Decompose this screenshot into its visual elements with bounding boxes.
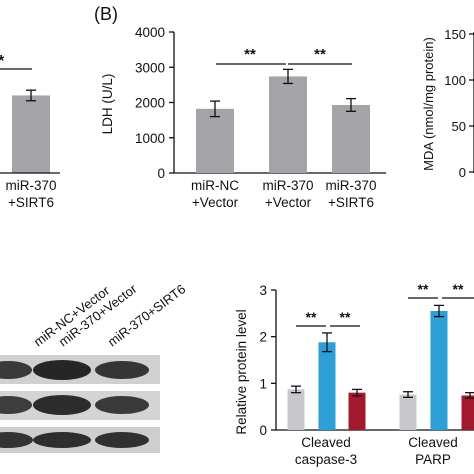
panel-b-label: (B) — [94, 4, 118, 24]
ldh-xlabel: +Vector — [265, 195, 312, 210]
panel-d-group-label: PARP — [415, 452, 451, 467]
blot-band — [0, 361, 32, 379]
panel-d-sig-mark-2: ** — [340, 309, 351, 325]
ldh-bar — [332, 104, 370, 173]
left-xlabel-line2: +SIRT6 — [8, 195, 54, 210]
left-bar — [12, 95, 50, 173]
ldh-xlabel: +Vector — [192, 195, 239, 210]
left-xlabel-line1: miR-370 — [5, 178, 56, 193]
panel-d-tick-label: 2 — [259, 330, 267, 345]
ldh-xlabel: +SIRT6 — [328, 195, 374, 210]
ldh-bar — [269, 76, 307, 173]
panel-d-bar — [348, 392, 366, 430]
panel-b: (B) LDH (U/L) 0 1000 2000 3000 4000 miR-NC +V… — [94, 4, 386, 210]
blot-band — [95, 361, 149, 379]
ldh-ylabel: LDH (U/L) — [100, 74, 115, 135]
panel-d-bar — [430, 311, 448, 430]
left-sig-mark: * — [0, 53, 5, 70]
panel-d-sig-mark-1: ** — [306, 309, 317, 325]
left-fragment: * miR-370 +SIRT6 — [0, 53, 60, 210]
mda-tick-label: 150 — [444, 27, 466, 42]
blot-band — [0, 432, 33, 448]
ldh-tick-label: 0 — [157, 166, 165, 181]
ldh-tick-label: 4000 — [135, 25, 165, 40]
ldh-xlabel: miR-370 — [325, 178, 376, 193]
mda-axis-fragment: MDA (nmol/mg protein) 150 100 50 0 — [421, 27, 474, 180]
panel-d-bar — [318, 342, 336, 430]
panel-d-ticks: 0 1 2 3 — [259, 283, 276, 438]
panel-d-group-label: caspase-3 — [295, 452, 357, 467]
panel-d-sig-mark-4: ** — [453, 281, 464, 297]
panel-d-bars — [287, 304, 474, 430]
panel-d-tick-label: 0 — [259, 423, 267, 438]
panel-d-bar — [461, 395, 474, 430]
ldh-xlabels: miR-NC +Vector miR-370 +Vector miR-370 +SIRT6 — [191, 178, 377, 210]
panel-d-tick-label: 1 — [259, 376, 267, 391]
ldh-sig-mark-1: ** — [244, 46, 256, 63]
panel-d-group-label: Cleaved — [408, 435, 458, 450]
panel-d-bar — [399, 394, 417, 430]
blot-band — [95, 396, 149, 414]
ldh-bar — [196, 108, 234, 173]
blot-band — [33, 395, 91, 415]
panel-d-bar — [287, 389, 305, 430]
panel-d-ylabel: Relative protein level — [234, 309, 249, 434]
ldh-bars — [196, 68, 370, 173]
ldh-tick-label: 1000 — [135, 131, 165, 146]
ldh-sig-mark-2: ** — [314, 46, 326, 63]
blot-band — [33, 360, 91, 380]
western-blot: miR-NC+Vector miR-370+Vector miR-370+SIR… — [0, 281, 188, 453]
blot-band — [0, 396, 32, 414]
ldh-ticks: 0 1000 2000 3000 4000 — [135, 25, 174, 181]
blot-band — [95, 432, 149, 448]
panel-d-tick-label: 3 — [259, 283, 267, 298]
ldh-xlabel: miR-370 — [262, 178, 313, 193]
blot-band — [33, 432, 91, 448]
panel-d-sig-mark-3: ** — [418, 281, 429, 297]
ldh-tick-label: 2000 — [135, 96, 165, 111]
panel-d-group-label: Cleaved — [301, 435, 351, 450]
mda-ylabel: MDA (nmol/mg protein) — [421, 37, 436, 171]
mda-tick-label: 0 — [459, 165, 466, 180]
ldh-xlabel: miR-NC — [191, 178, 239, 193]
ldh-tick-label: 3000 — [135, 60, 165, 75]
mda-tick-label: 100 — [444, 73, 466, 88]
mda-tick-label: 50 — [452, 119, 466, 134]
